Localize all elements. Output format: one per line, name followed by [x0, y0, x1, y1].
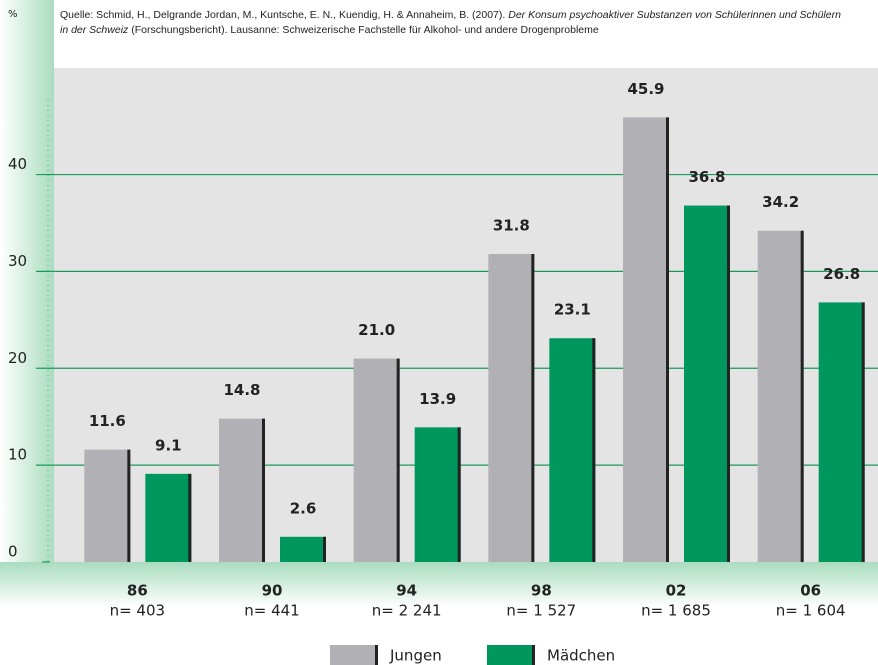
sample-size: n= 2 241	[372, 602, 442, 620]
value-label: 14.8	[223, 381, 260, 399]
side-band	[0, 0, 54, 600]
bar-edge	[727, 205, 730, 562]
x-tick-label: 98	[531, 582, 552, 600]
bar-edge	[666, 117, 669, 563]
source-suffix: (Forschungsbericht). Lausanne: Schweizer…	[128, 24, 599, 36]
value-label: 31.8	[493, 216, 530, 234]
legend-swatch-edge	[532, 645, 535, 665]
y-unit: %	[8, 9, 18, 20]
bar-face	[818, 302, 865, 562]
bar	[414, 427, 461, 562]
value-label: 23.1	[554, 301, 591, 319]
sample-size: n= 403	[110, 602, 165, 620]
bar	[280, 536, 326, 562]
value-label: 36.8	[688, 168, 725, 186]
bar	[549, 338, 596, 562]
bar-edge	[800, 230, 804, 562]
bar	[488, 253, 535, 562]
bar-face	[488, 253, 535, 562]
y-tick-label: 0	[8, 543, 18, 561]
y-tick-label: 40	[8, 155, 27, 173]
legend-swatch	[487, 645, 535, 665]
sample-size: n= 1 604	[776, 602, 846, 620]
sample-size: n= 1 685	[641, 602, 711, 620]
bar	[84, 449, 131, 562]
bottom-band	[0, 562, 878, 607]
y-tick-label: 30	[8, 252, 27, 270]
value-label: 21.0	[358, 321, 395, 339]
value-label: 11.6	[89, 412, 126, 430]
bar	[145, 473, 192, 562]
bar-face	[414, 427, 461, 562]
bar	[623, 117, 669, 563]
x-tick-label: 94	[396, 582, 417, 600]
y-tick-label: 20	[8, 349, 27, 367]
bar-edge	[127, 449, 131, 562]
x-tick-label: 02	[666, 582, 687, 600]
bar-edge	[188, 473, 192, 562]
sample-size: n= 1 527	[506, 602, 576, 620]
value-label: 2.6	[290, 499, 317, 517]
value-label: 26.8	[823, 265, 860, 283]
value-label: 34.2	[762, 193, 799, 211]
bar-face	[84, 449, 131, 562]
bar-edge	[262, 418, 265, 562]
y-tick-label: 10	[8, 446, 27, 464]
bar-face	[623, 117, 669, 563]
legend-swatch	[330, 645, 378, 665]
value-label: 9.1	[155, 436, 182, 454]
bar	[684, 205, 730, 562]
bar-edge	[531, 253, 535, 562]
x-tick-label: 90	[262, 582, 283, 600]
bar-face	[549, 338, 596, 562]
bar-face	[219, 418, 265, 562]
value-label: 13.9	[419, 390, 456, 408]
x-tick-label: 06	[800, 582, 821, 600]
bar	[219, 418, 265, 562]
legend-label: Mädchen	[547, 647, 615, 665]
source-title: Der Konsum psychoaktiver Substanzen von …	[60, 9, 841, 36]
sample-size: n= 441	[244, 602, 299, 620]
bar-face	[684, 205, 730, 562]
bar-edge	[323, 536, 326, 562]
legend-label: Jungen	[389, 647, 442, 665]
bar-face	[280, 536, 326, 562]
bar	[353, 358, 400, 562]
bar-face	[145, 473, 192, 562]
legend-swatch-edge	[375, 645, 378, 665]
source-prefix: Quelle: Schmid, H., Delgrande Jordan, M.…	[60, 9, 509, 21]
bar-face	[353, 358, 400, 562]
bar-face	[757, 230, 804, 562]
bar	[818, 302, 865, 562]
bar-edge	[457, 427, 461, 562]
bar-edge	[396, 358, 400, 562]
bar-edge	[861, 302, 865, 562]
bar	[757, 230, 804, 562]
x-tick-label: 86	[127, 582, 148, 600]
source-note: Quelle: Schmid, H., Delgrande Jordan, M.…	[60, 8, 850, 38]
bar-edge	[592, 338, 596, 562]
value-label: 45.9	[627, 80, 664, 98]
